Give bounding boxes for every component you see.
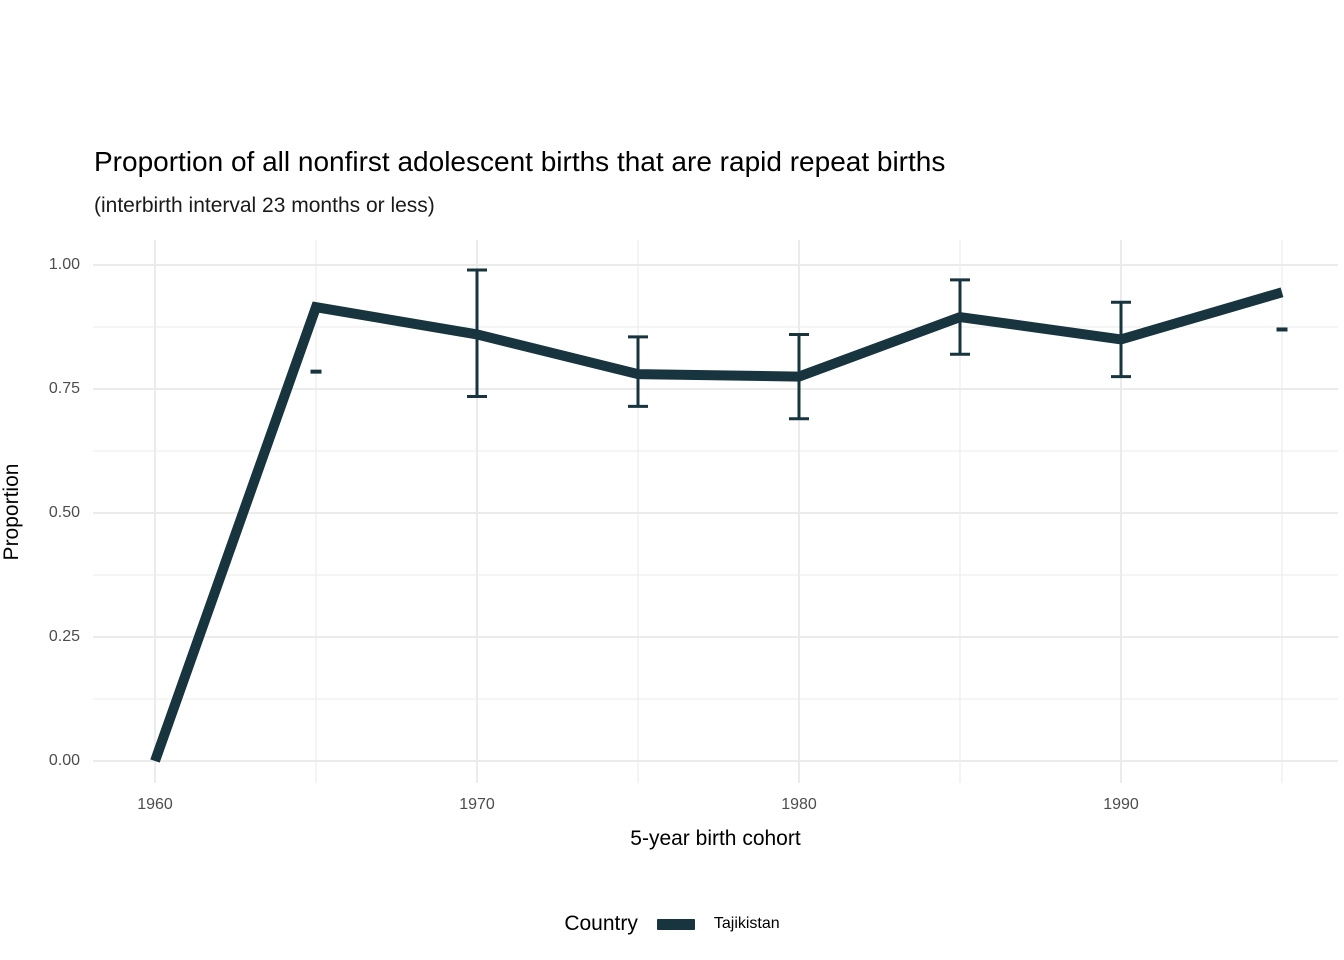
x-tick-label: 1960 — [137, 796, 173, 813]
legend-key-line-icon — [656, 918, 695, 930]
y-tick-label: 0.50 — [48, 504, 80, 521]
y-tick-label: 1.00 — [48, 256, 80, 273]
y-tick-label: 0.00 — [48, 752, 80, 769]
x-tick-label: 1990 — [1103, 796, 1139, 813]
legend-label-tajikistan: Tajikistan — [713, 915, 780, 932]
legend: Country Tajikistan — [0, 905, 1344, 943]
x-tick-label: 1970 — [459, 796, 495, 813]
x-tick-label: 1980 — [781, 796, 817, 813]
chart-subtitle: (interbirth interval 23 months or less) — [94, 194, 435, 217]
y-tick-label: 0.75 — [48, 380, 80, 397]
legend-title: Country — [564, 912, 638, 935]
series-lines-group — [150, 287, 1284, 763]
series-line-tajikistan — [150, 287, 1284, 763]
y-tick-label: 0.25 — [48, 628, 80, 645]
chart-title: Proportion of all nonfirst adolescent bi… — [94, 146, 946, 177]
gridlines — [93, 240, 1338, 783]
x-axis-title: 5-year birth cohort — [630, 827, 801, 850]
y-axis-title: Proportion — [0, 464, 23, 561]
